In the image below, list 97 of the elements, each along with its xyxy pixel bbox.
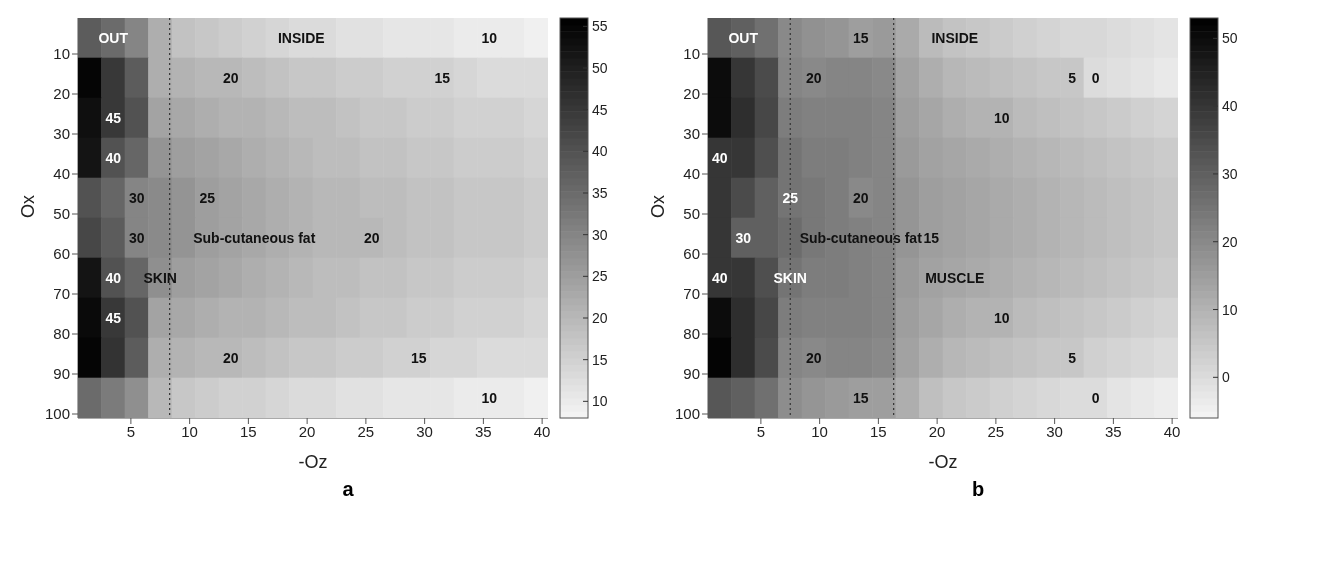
color-bar-label: 40 <box>592 143 608 160</box>
x-tick-label: 30 <box>416 422 433 440</box>
data-label: 5 <box>1068 70 1077 86</box>
data-label: 20 <box>222 70 239 86</box>
y-tick-label: 10 <box>683 45 700 63</box>
y-tick-label: 10 <box>53 45 70 63</box>
x-tick-label: 25 <box>987 422 1005 440</box>
x-tick-label: 40 <box>1163 422 1181 440</box>
x-tick-label: 25 <box>357 422 375 440</box>
data-label: 20 <box>805 350 822 366</box>
data-label: 20 <box>852 190 869 206</box>
text: b <box>970 478 986 501</box>
data-label: SKIN <box>773 270 807 286</box>
x-tick-label: 20 <box>928 422 946 440</box>
color-bar-label: 20 <box>1222 233 1238 250</box>
y-tick-label: 100 <box>674 405 700 423</box>
x-axis-title: -Oz <box>928 452 958 472</box>
y-tick-label: 70 <box>683 285 700 303</box>
y-tick-label: 50 <box>683 205 700 223</box>
x-tick-label: 20 <box>298 422 316 440</box>
data-label: 40 <box>105 150 122 166</box>
x-tick-label: 40 <box>533 422 551 440</box>
x-tick-label: 15 <box>240 422 257 440</box>
y-axis-title: Ox <box>18 194 39 218</box>
x-tick-label: 35 <box>475 422 492 440</box>
y-tick-label: 30 <box>683 125 700 143</box>
color-bar-label: 10 <box>1222 301 1238 318</box>
data-label: 20 <box>805 70 822 86</box>
data-label: 40 <box>711 270 728 286</box>
data-label: 10 <box>993 310 1010 326</box>
text: a <box>341 478 355 501</box>
y-tick-label: 40 <box>53 165 70 183</box>
data-label: 15 <box>852 390 869 406</box>
color-bar-label: 10 <box>592 393 608 410</box>
data-label: 20 <box>222 350 239 366</box>
y-tick-label: 80 <box>683 325 700 343</box>
color-bar-label: 50 <box>592 60 608 76</box>
y-tick-label: 100 <box>44 405 70 423</box>
x-tick-label: 10 <box>181 422 198 440</box>
data-label: 45 <box>105 110 122 126</box>
data-label: 10 <box>481 30 498 46</box>
data-label: 15 <box>852 30 869 46</box>
color-bar-label: 30 <box>592 226 608 243</box>
y-tick-label: 90 <box>683 365 700 383</box>
data-label: 30 <box>128 230 145 246</box>
y-tick-label: 80 <box>53 325 70 343</box>
y-tick-label: 70 <box>53 285 70 303</box>
data-label: 15 <box>923 230 940 246</box>
y-axis-title: Ox <box>648 194 669 218</box>
x-tick-label: 5 <box>126 422 136 440</box>
data-label: 25 <box>199 190 216 206</box>
data-label: 0 <box>1091 70 1100 86</box>
data-label: 10 <box>993 110 1010 126</box>
data-label: 15 <box>410 350 427 366</box>
data-label: 40 <box>711 150 728 166</box>
data-label: 0 <box>1091 390 1100 406</box>
y-tick-label: 20 <box>683 85 700 103</box>
data-label: SKIN <box>143 270 177 286</box>
y-tick-label: 30 <box>53 125 70 143</box>
y-tick-label: 90 <box>53 365 70 383</box>
data-label: 45 <box>105 310 122 326</box>
data-label: 40 <box>105 270 122 286</box>
y-tick-label: 60 <box>683 245 700 263</box>
data-label: Sub-cutaneous fat <box>193 230 316 246</box>
color-bar-label: 50 <box>1222 30 1238 47</box>
data-label: 30 <box>735 230 752 246</box>
y-tick-label: 50 <box>53 205 70 223</box>
x-tick-label: 15 <box>870 422 887 440</box>
y-tick-label: 60 <box>53 245 70 263</box>
y-tick-label: 40 <box>683 165 700 183</box>
data-label: 5 <box>1068 350 1077 366</box>
y-tick-label: 20 <box>53 85 70 103</box>
data-label: 10 <box>481 390 498 406</box>
data-label: MUSCLE <box>925 270 985 286</box>
color-bar-label: 40 <box>1222 98 1238 115</box>
color-bar-label: 0 <box>1222 369 1230 386</box>
color-bar-label: 20 <box>592 310 608 326</box>
x-tick-label: 5 <box>756 422 766 440</box>
color-bar-label: 15 <box>592 351 608 368</box>
color-bar-label: 30 <box>1222 165 1238 182</box>
data-label: OUT <box>728 30 759 46</box>
data-label: Sub-cutaneous fat <box>799 230 923 246</box>
color-bar-label: 25 <box>592 268 608 285</box>
data-label: 25 <box>782 190 799 206</box>
data-label: 30 <box>128 190 145 206</box>
data-label: INSIDE <box>931 30 979 46</box>
data-label: INSIDE <box>277 30 325 46</box>
data-label: 20 <box>363 230 380 246</box>
x-tick-label: 30 <box>1046 422 1063 440</box>
data-label: 15 <box>434 70 451 86</box>
x-axis-title: -Oz <box>298 452 328 472</box>
color-bar-label: 45 <box>592 101 608 118</box>
color-bar-label: 35 <box>592 185 608 201</box>
data-label: OUT <box>98 30 129 46</box>
x-tick-label: 10 <box>811 422 828 440</box>
color-bar-label: 55 <box>592 18 608 35</box>
x-tick-label: 35 <box>1105 422 1122 440</box>
